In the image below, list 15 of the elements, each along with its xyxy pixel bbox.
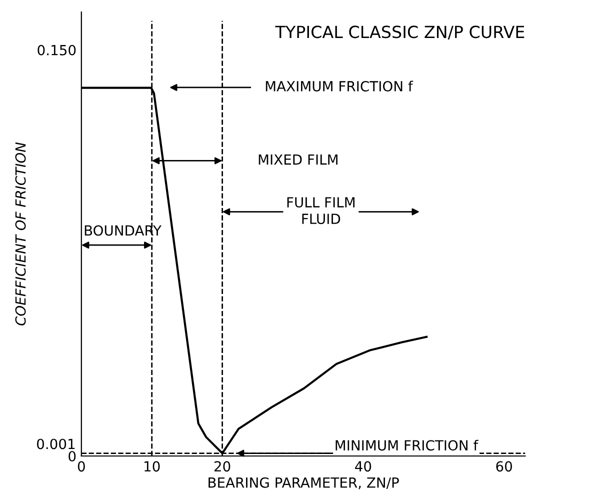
ref-line-label: 0.001 — [37, 438, 75, 450]
y-axis-title: COEFFICIENT OF FRICTION — [15, 142, 26, 326]
x-tick-label: 10 — [144, 461, 160, 472]
x-tick-label: 20 — [214, 461, 230, 472]
x-tick-label: 0 — [78, 461, 85, 472]
annotation: MAXIMUM FRICTION f — [266, 80, 414, 92]
y-tick-label: 0.150 — [38, 44, 76, 56]
x-tick-label: 60 — [496, 461, 512, 472]
text: TYPICAL CLASSIC ZN/P CURVE — [275, 26, 524, 40]
annotation: BOUNDARY — [84, 225, 162, 236]
annotation: MINIMUM FRICTION f — [336, 440, 478, 451]
x-axis-title: BEARING PARAMETER, ZN/P — [208, 477, 399, 490]
annotation: FULL FILM FLUID — [287, 197, 354, 224]
annotation: MIXED FILM — [258, 154, 338, 165]
x-tick-label: 40 — [355, 461, 372, 472]
